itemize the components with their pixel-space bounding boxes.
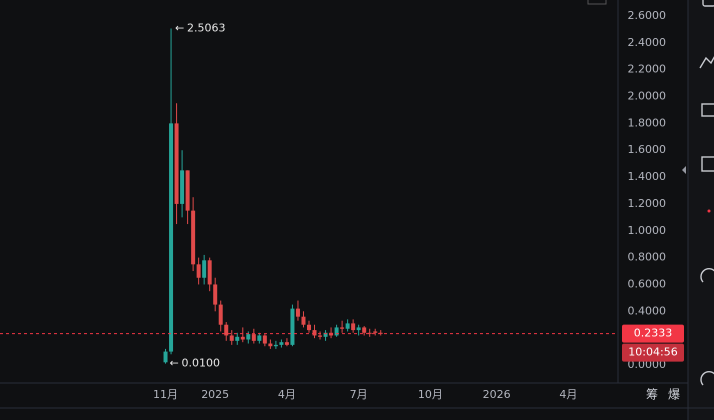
y-tick-label: 2.0000 [628,90,667,103]
y-tick-label: 2.2000 [628,63,667,76]
x-tick-label: 7月 [350,388,368,401]
candle-body [202,260,207,278]
x-tick-label: 2025 [201,388,229,401]
candle-body [345,323,350,329]
x-tick-label: 4月 [278,388,296,401]
y-tick-label: 1.4000 [628,170,667,183]
icon-price[interactable] [702,0,714,7]
candle-body [312,330,317,336]
collapse-arrow[interactable] [682,166,686,174]
candle-body [318,335,323,337]
countdown-label: 10:04:56 [628,346,677,359]
candle-body [362,327,367,333]
countdown-box [622,343,684,362]
icon-gauge[interactable] [700,268,714,283]
annotation-label: 2.5063 [187,22,226,35]
candle-body [235,336,240,341]
y-tick-label: 2.4000 [628,36,667,49]
alert-dot [707,209,711,213]
candle-body [340,327,345,329]
y-tick-label: 1.6000 [628,143,667,156]
annotation-label: 0.0100 [182,357,221,370]
candle-body [218,304,223,325]
candle-body [268,343,273,347]
candle-body [251,334,256,341]
y-tick-label: 2.6000 [628,9,667,22]
y-tick-label: 0.4000 [628,304,667,317]
candle-body [301,316,306,325]
candle-body [351,323,356,331]
candle-body [307,324,311,331]
candle-body [273,344,278,347]
annotation-arrow: ← [175,22,184,35]
toolbar-button[interactable]: 筹 [646,388,658,402]
icon-support[interactable] [700,371,714,386]
candle-body [174,123,179,204]
candle-body [323,332,328,337]
candle-body [295,308,300,317]
candle-body [180,170,185,204]
candle-body [290,308,295,345]
last-price-label: 0.2333 [634,327,673,340]
toolbar-icons [699,0,714,386]
candle-body [169,123,174,352]
candle-body [246,334,251,340]
icon-etf[interactable] [701,156,714,172]
candle-body [213,284,218,305]
x-tick-label: 11月 [153,388,178,401]
x-tick-label: 2026 [483,388,511,401]
candle-body [229,335,234,341]
candle-body [356,327,361,331]
candle-body [224,324,229,336]
candle-body [284,342,289,345]
y-tick-label: 0.6000 [628,277,667,290]
candle-body [373,331,378,333]
y-tick-label: 1.8000 [628,116,667,129]
candle-body [257,335,262,341]
candle-body [240,336,245,340]
candle-body [191,210,196,265]
candle-body [196,264,201,278]
y-tick-label: 1.0000 [628,224,667,237]
last-price-box [622,324,684,343]
candle-body [185,170,190,211]
x-tick-label: 10月 [418,388,443,401]
x-tick-label: 4月 [559,388,577,401]
y-tick-label: 0.8000 [628,251,667,264]
toolbar-button[interactable]: 爆 [668,388,680,402]
candle-body [163,351,168,363]
icon-panel[interactable] [701,103,714,117]
candle-body [262,335,267,344]
window-button[interactable] [587,0,607,5]
annotation-arrow: ← [170,357,179,370]
candle-body [367,332,372,334]
candle-body [207,260,212,285]
candle-body [334,327,339,336]
candle-body [279,342,284,345]
y-tick-label: 1.2000 [628,197,667,210]
